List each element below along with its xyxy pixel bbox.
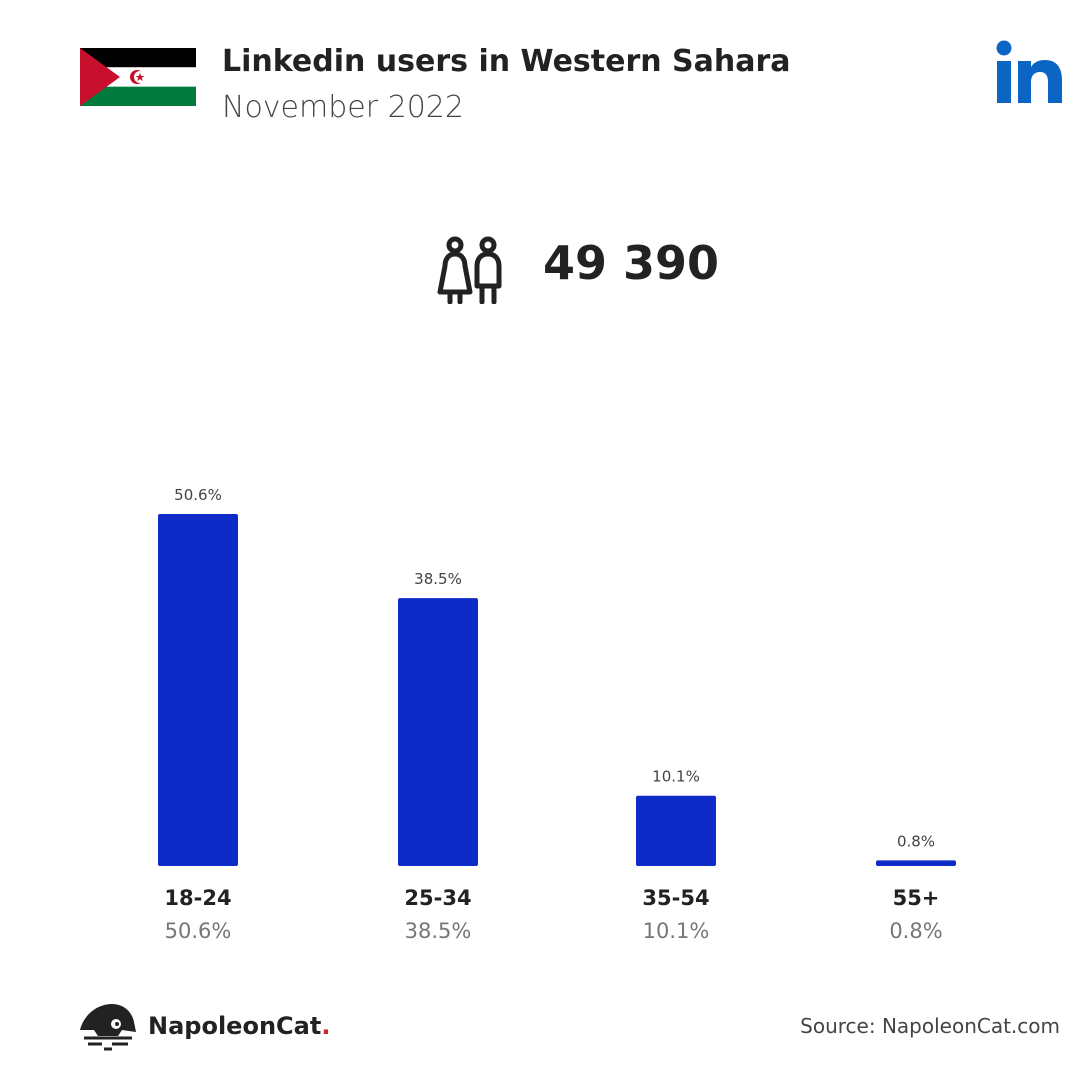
linkedin-logo-icon [996,40,1062,103]
brand-dot: . [321,1012,331,1040]
category-value: 50.6% [165,919,232,943]
category-label: 35-54 [642,886,709,910]
page-subtitle: November 2022 [222,90,464,125]
brand-name: NapoleonCat [148,1012,322,1040]
users-icon [437,236,502,304]
bar-value-label: 50.6% [174,486,222,504]
category-value: 38.5% [405,919,472,943]
category-label: 55+ [893,886,940,910]
bar-value-label: 38.5% [414,570,462,588]
category-value: 0.8% [889,919,942,943]
category-value: 10.1% [643,919,710,943]
bar-25-34 [398,598,478,866]
bar-35-54 [636,795,716,866]
bar-18-24 [158,514,238,866]
category-label: 25-34 [404,886,471,910]
western-sahara-flag-icon [80,48,196,106]
bar-55+ [876,860,956,866]
bar-value-label: 10.1% [652,768,700,786]
category-label: 18-24 [164,886,231,910]
napoleoncat-logo-icon [80,1004,136,1051]
age-distribution-chart: 50.6% 18-24 50.6% 38.5% 25-34 38.5% 10.1% 35-54… [158,486,956,943]
total-users-value: 49 390 [543,236,720,290]
bar-value-label: 0.8% [897,832,935,850]
page-title: Linkedin users in Western Sahara [222,44,791,79]
source-note: Source: NapoleonCat.com [800,1014,1060,1038]
